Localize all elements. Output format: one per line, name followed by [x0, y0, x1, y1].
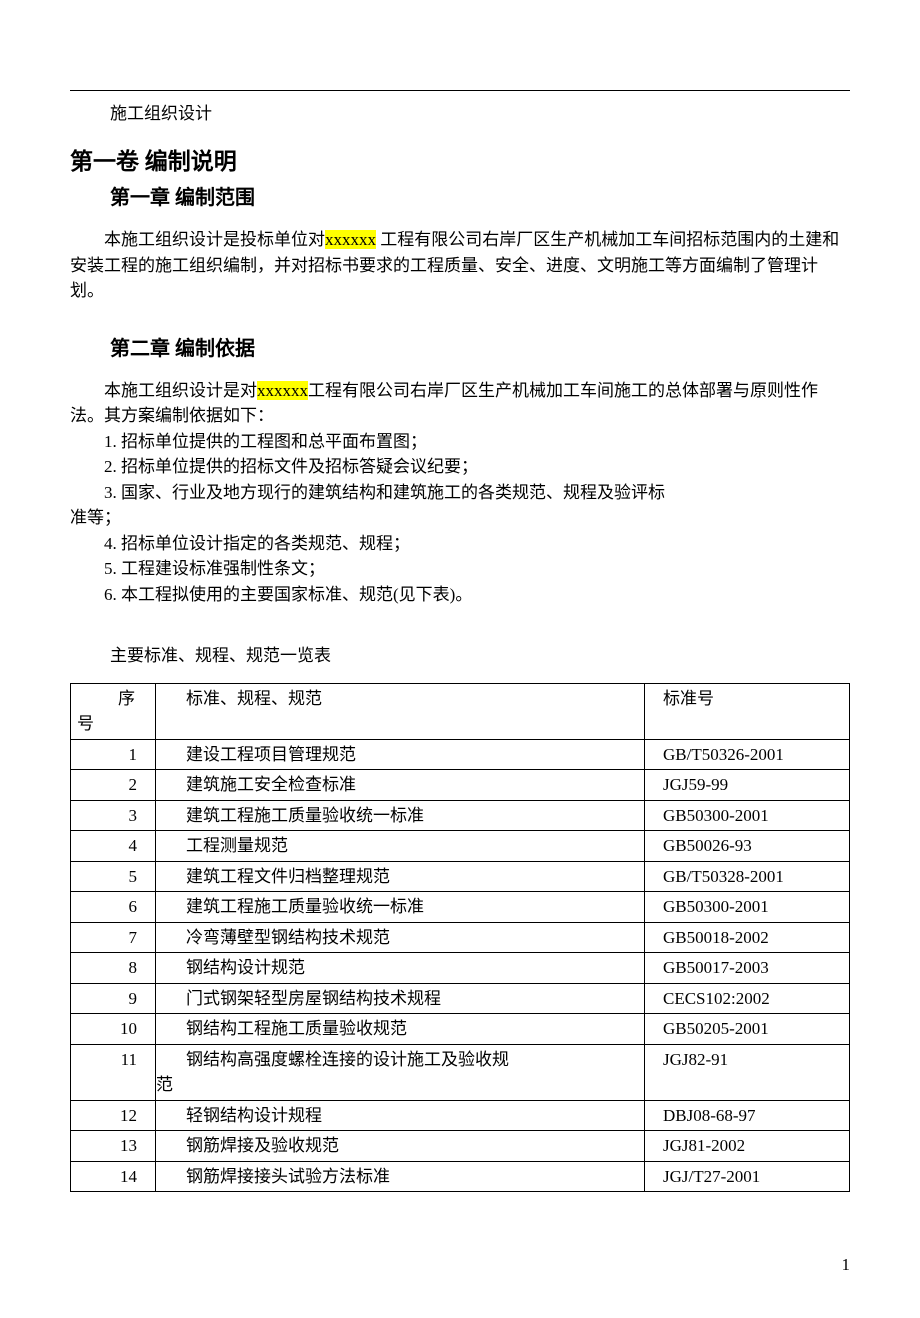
table-header-row: 序 号 标准、规程、规范 标准号: [71, 683, 850, 739]
cell-name: 门式钢架轻型房屋钢结构技术规程: [156, 983, 645, 1014]
table-row: 4工程测量规范GB50026-93: [71, 831, 850, 862]
cell-seq: 2: [71, 770, 156, 801]
cell-name: 钢结构设计规范: [156, 953, 645, 984]
cell-seq: 9: [71, 983, 156, 1014]
ch1-text-a: 本施工组织设计是投标单位对: [104, 230, 325, 249]
cell-seq: 7: [71, 922, 156, 953]
cell-name: 建筑工程施工质量验收统一标准: [156, 892, 645, 923]
chapter2-paragraph: 本施工组织设计是对xxxxxx工程有限公司右岸厂区生产机械加工车间施工的总体部署…: [70, 378, 850, 429]
table-body: 1建设工程项目管理规范GB/T50326-2001 2建筑施工安全检查标准JGJ…: [71, 739, 850, 1192]
cell-name-l2: 范: [156, 1072, 638, 1098]
col-name-header: 标准、规程、规范: [156, 683, 645, 739]
ch1-highlight: xxxxxx: [325, 230, 376, 249]
ch2-text-a: 本施工组织设计是对: [104, 381, 257, 400]
table-row: 14钢筋焊接接头试验方法标准JGJ/T27-2001: [71, 1161, 850, 1192]
table-caption: 主要标准、规程、规范一览表: [110, 643, 850, 669]
cell-code: JGJ59-99: [645, 770, 850, 801]
list-item-line1: 3. 国家、行业及地方现行的建筑结构和建筑施工的各类规范、规程及验评标: [70, 480, 850, 506]
cell-name: 建设工程项目管理规范: [156, 739, 645, 770]
chapter1-title: 第一章 编制范围: [110, 183, 850, 213]
cell-seq: 8: [71, 953, 156, 984]
table-row: 9门式钢架轻型房屋钢结构技术规程CECS102:2002: [71, 983, 850, 1014]
cell-code: GB/T50326-2001: [645, 739, 850, 770]
table-row: 2建筑施工安全检查标准JGJ59-99: [71, 770, 850, 801]
list-item: 4. 招标单位设计指定的各类规范、规程；: [104, 531, 850, 557]
cell-name: 建筑施工安全检查标准: [156, 770, 645, 801]
table-row: 8钢结构设计规范GB50017-2003: [71, 953, 850, 984]
cell-seq: 3: [71, 800, 156, 831]
cell-code: GB50205-2001: [645, 1014, 850, 1045]
header-rule: [70, 90, 850, 91]
cell-name: 钢筋焊接及验收规范: [156, 1131, 645, 1162]
cell-code: CECS102:2002: [645, 983, 850, 1014]
cell-code: GB50300-2001: [645, 800, 850, 831]
cell-name-l1: 钢结构高强度螺栓连接的设计施工及验收规: [186, 1050, 509, 1069]
list-item: 3. 国家、行业及地方现行的建筑结构和建筑施工的各类规范、规程及验评标 准等；: [70, 480, 850, 531]
page-number: 1: [70, 1252, 850, 1278]
col-code-header: 标准号: [645, 683, 850, 739]
cell-name: 轻钢结构设计规程: [156, 1100, 645, 1131]
cell-seq: 13: [71, 1131, 156, 1162]
ch2-highlight: xxxxxx: [257, 381, 308, 400]
cell-name: 钢结构高强度螺栓连接的设计施工及验收规 范: [156, 1044, 645, 1100]
standards-table: 序 号 标准、规程、规范 标准号 1建设工程项目管理规范GB/T50326-20…: [70, 683, 850, 1193]
list-item: 1. 招标单位提供的工程图和总平面布置图；: [104, 429, 850, 455]
cell-name: 钢结构工程施工质量验收规范: [156, 1014, 645, 1045]
document-page: 施工组织设计 第一卷 编制说明 第一章 编制范围 本施工组织设计是投标单位对xx…: [0, 0, 920, 1318]
list-item-line2: 准等；: [70, 508, 121, 527]
list-item: 5. 工程建设标准强制性条文；: [104, 556, 850, 582]
list-item: 6. 本工程拟使用的主要国家标准、规范(见下表)。: [104, 582, 850, 608]
chapter2-title: 第二章 编制依据: [110, 334, 850, 364]
cell-seq: 5: [71, 861, 156, 892]
cell-name: 建筑工程施工质量验收统一标准: [156, 800, 645, 831]
cell-code: GB50300-2001: [645, 892, 850, 923]
cell-code: GB50018-2002: [645, 922, 850, 953]
col-seq-header: 序 号: [71, 683, 156, 739]
chapter1-paragraph: 本施工组织设计是投标单位对xxxxxx 工程有限公司右岸厂区生产机械加工车间招标…: [70, 227, 850, 304]
table-row: 13钢筋焊接及验收规范JGJ81-2002: [71, 1131, 850, 1162]
cell-seq: 11: [71, 1044, 156, 1100]
seq-header-l1: 序: [77, 686, 149, 712]
cell-seq: 14: [71, 1161, 156, 1192]
seq-header-l2: 号: [77, 711, 149, 737]
cell-name: 建筑工程文件归档整理规范: [156, 861, 645, 892]
table-row: 10钢结构工程施工质量验收规范GB50205-2001: [71, 1014, 850, 1045]
table-row: 7冷弯薄壁型钢结构技术规范GB50018-2002: [71, 922, 850, 953]
cell-code: JGJ81-2002: [645, 1131, 850, 1162]
cell-code: GB/T50328-2001: [645, 861, 850, 892]
cell-code: DBJ08-68-97: [645, 1100, 850, 1131]
table-row: 1建设工程项目管理规范GB/T50326-2001: [71, 739, 850, 770]
table-row: 5建筑工程文件归档整理规范GB/T50328-2001: [71, 861, 850, 892]
table-row: 6建筑工程施工质量验收统一标准GB50300-2001: [71, 892, 850, 923]
cell-code: JGJ82-91: [645, 1044, 850, 1100]
cell-name: 工程测量规范: [156, 831, 645, 862]
table-row: 12轻钢结构设计规程DBJ08-68-97: [71, 1100, 850, 1131]
cell-seq: 1: [71, 739, 156, 770]
list-item: 2. 招标单位提供的招标文件及招标答疑会议纪要；: [104, 454, 850, 480]
cell-seq: 10: [71, 1014, 156, 1045]
cell-seq: 12: [71, 1100, 156, 1131]
cell-seq: 6: [71, 892, 156, 923]
table-row: 3建筑工程施工质量验收统一标准GB50300-2001: [71, 800, 850, 831]
cell-seq: 4: [71, 831, 156, 862]
cell-name: 冷弯薄壁型钢结构技术规范: [156, 922, 645, 953]
cell-name: 钢筋焊接接头试验方法标准: [156, 1161, 645, 1192]
doc-title: 施工组织设计: [110, 101, 850, 127]
table-row: 11 钢结构高强度螺栓连接的设计施工及验收规 范 JGJ82-91: [71, 1044, 850, 1100]
cell-code: GB50017-2003: [645, 953, 850, 984]
cell-code: GB50026-93: [645, 831, 850, 862]
volume-title: 第一卷 编制说明: [70, 145, 850, 180]
cell-code: JGJ/T27-2001: [645, 1161, 850, 1192]
